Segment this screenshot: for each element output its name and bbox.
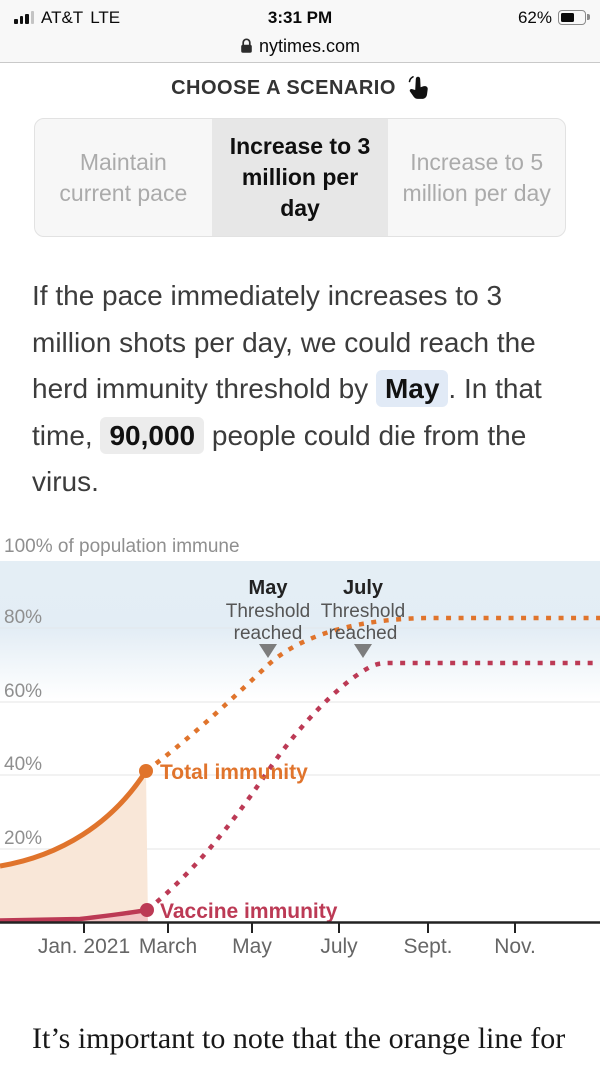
url-domain: nytimes.com <box>258 35 361 56</box>
scenario-header: CHOOSE A SCENARIO <box>0 75 600 101</box>
total-immunity-solid-line <box>0 769 149 868</box>
deaths-highlight: 90,000 <box>100 416 205 454</box>
xtick-july: July <box>320 935 358 958</box>
immunity-chart: 100% of population immune 80% 60% 40% 20… <box>0 536 600 958</box>
annotation-july-line2: reached <box>329 623 398 644</box>
tab-increase-5m[interactable]: Increase to 5 million per day <box>402 148 551 206</box>
xtick-nov: Nov. <box>494 935 536 958</box>
vaccine-immunity-projection-line <box>145 660 600 912</box>
carrier-label: AT&T <box>41 7 84 27</box>
safari-chrome: AT&T LTE 3:31 PM 62% nytimes.com <box>0 0 600 63</box>
month-highlight: May <box>375 370 449 407</box>
annotation-july-line1: Threshold <box>321 601 406 622</box>
tab-maintain-pace[interactable]: Maintain current pace <box>59 148 188 206</box>
annotation-july-month: July <box>343 577 384 599</box>
tap-hand-icon <box>408 76 428 99</box>
ytick-80: 80% <box>4 607 42 628</box>
annotation-may-threshold: May Threshold reached <box>226 577 311 658</box>
total-immunity-label: Total immunity <box>160 761 308 784</box>
ytick-20: 20% <box>4 828 42 849</box>
total-immunity-point <box>139 763 153 778</box>
summary-text-2: . In that time, <box>32 373 542 451</box>
scenario-tabs: Maintain current pace Increase to 3 mill… <box>34 118 566 237</box>
xtick-march: March <box>139 935 197 958</box>
scenario-heading: CHOOSE A SCENARIO <box>171 76 396 99</box>
vaccine-immunity-point <box>140 902 154 917</box>
lock-icon <box>241 38 252 53</box>
down-triangle-icon <box>259 643 277 658</box>
summary-text-1: If the pace immediately increases to 3 m… <box>32 280 536 404</box>
annotation-may-line1: Threshold <box>226 601 311 622</box>
gridlines <box>0 627 600 849</box>
tab-increase-3m[interactable]: Increase to 3 million per day <box>211 119 389 236</box>
xtick-jan: Jan. 2021 <box>38 935 130 958</box>
x-axis-ticks <box>83 922 516 933</box>
summary-text-3: people could die from the virus. <box>32 419 527 498</box>
down-triangle-icon <box>354 643 372 658</box>
annotation-may-line2: reached <box>234 623 303 644</box>
y-axis-top-label: 100% of population immune <box>4 536 240 557</box>
network-label: LTE <box>90 7 121 27</box>
ytick-60: 60% <box>4 681 42 702</box>
ytick-40: 40% <box>4 754 42 775</box>
annotation-may-month: May <box>249 577 289 599</box>
annotation-july-threshold: July Threshold reached <box>321 577 406 658</box>
battery-icon <box>558 10 590 25</box>
clock-label: 3:31 PM <box>267 7 333 27</box>
vaccine-immunity-label: Vaccine immunity <box>160 900 338 923</box>
cell-signal-icon <box>14 11 34 24</box>
status-bar: AT&T LTE 3:31 PM 62% <box>0 0 600 33</box>
footnote-paragraph: It’s important to note that the orange l… <box>32 1021 566 1067</box>
address-bar[interactable]: nytimes.com <box>0 33 600 62</box>
xtick-may: May <box>232 935 272 958</box>
total-immunity-area <box>0 770 148 922</box>
battery-percent-label: 62% <box>517 7 552 27</box>
threshold-band <box>0 560 600 699</box>
xtick-sept: Sept. <box>403 935 452 958</box>
scenario-summary: If the pace immediately increases to 3 m… <box>32 273 568 506</box>
